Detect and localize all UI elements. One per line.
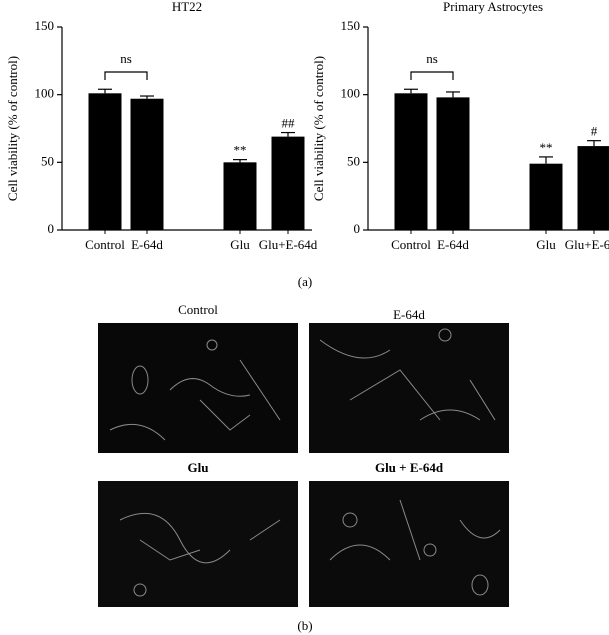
y-axis-label: Cell viability (% of control)	[5, 56, 20, 201]
y-tick-label: 0	[48, 221, 55, 236]
bar	[394, 93, 428, 231]
significance-bracket	[104, 71, 148, 80]
x-tick-label: E-64d	[437, 237, 469, 252]
bracket-label: ns	[426, 51, 438, 66]
significance-label: #	[591, 124, 598, 139]
y-tick-label: 150	[35, 18, 55, 33]
x-tick-label: Glu+E-64d	[259, 237, 318, 252]
bracket-label: ns	[120, 51, 132, 66]
bar	[577, 146, 609, 230]
image-label: Glu + E-64d	[375, 460, 444, 475]
significance-bracket	[410, 71, 454, 80]
x-tick-label: E-64d	[131, 237, 163, 252]
y-tick-label: 50	[41, 153, 54, 168]
bar	[223, 162, 257, 230]
bar	[271, 136, 305, 230]
bar	[436, 97, 470, 230]
image-label: E-64d	[393, 307, 425, 322]
image-label: Control	[178, 302, 218, 317]
y-tick-label: 100	[35, 86, 55, 101]
micrograph	[98, 323, 298, 453]
x-tick-label: Glu	[230, 237, 250, 252]
bar	[130, 98, 164, 230]
significance-label: **	[540, 140, 553, 155]
significance-label: **	[234, 143, 247, 158]
y-axis-label: Cell viability (% of control)	[311, 56, 326, 201]
chart-title: Primary Astrocytes	[443, 0, 543, 14]
x-tick-label: Glu	[536, 237, 556, 252]
x-tick-label: Control	[85, 237, 125, 252]
bar	[529, 163, 563, 230]
y-tick-label: 100	[341, 86, 361, 101]
panel-label: (b)	[297, 618, 312, 633]
micrograph	[98, 481, 298, 607]
image-label: Glu	[188, 460, 209, 475]
chart-title: HT22	[172, 0, 202, 14]
micrograph	[309, 323, 509, 453]
y-tick-label: 150	[341, 18, 361, 33]
x-tick-label: Glu+E-64d	[565, 237, 609, 252]
y-tick-label: 50	[347, 153, 360, 168]
y-tick-label: 0	[354, 221, 361, 236]
x-tick-label: Control	[391, 237, 431, 252]
panel-label: (a)	[298, 274, 312, 289]
significance-label: ##	[282, 116, 296, 131]
micrograph	[309, 481, 509, 607]
bar	[88, 93, 122, 231]
micrographs	[98, 323, 509, 607]
